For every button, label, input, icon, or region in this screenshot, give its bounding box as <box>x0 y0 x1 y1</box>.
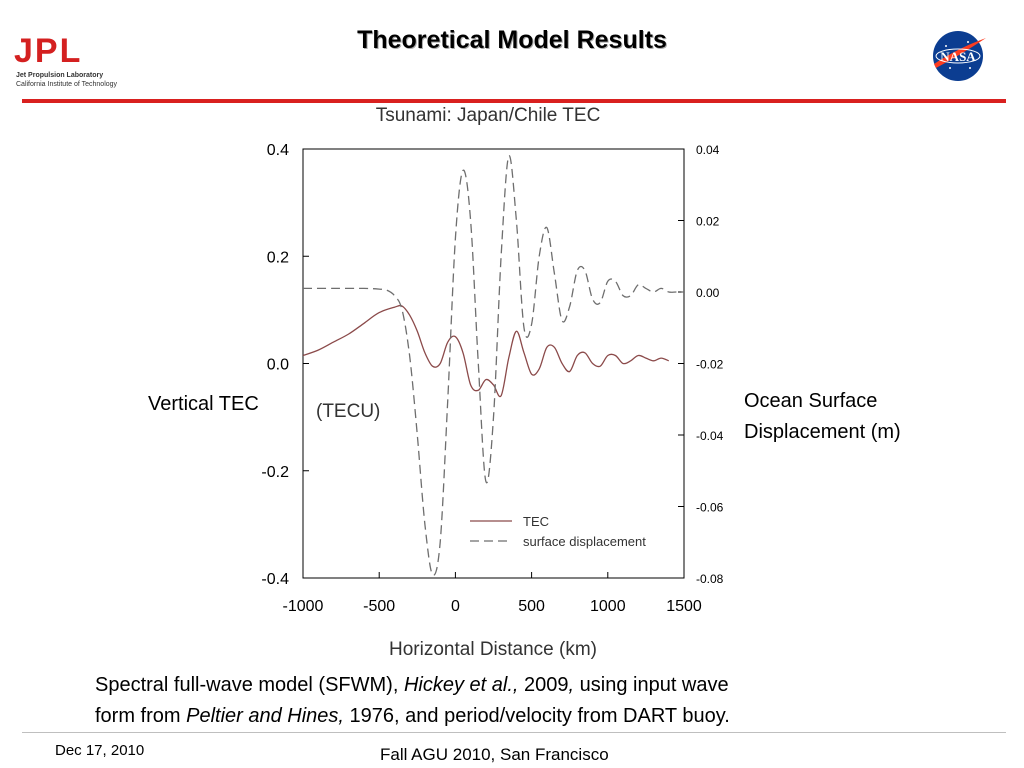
x-tick-label: -500 <box>363 598 395 615</box>
y-left-tick-label: 0.2 <box>267 249 289 266</box>
caption-segment: Hickey et al., <box>403 674 519 696</box>
y-right-tick-label: -0.08 <box>696 572 724 586</box>
nasa-logo-text: NASA <box>940 49 976 64</box>
jpl-logo: JPL Jet Propulsion Laboratory California… <box>14 34 144 94</box>
y-right-tick-label: 0.04 <box>696 143 720 157</box>
x-axis-label: Horizontal Distance (km) <box>389 639 597 660</box>
legend-label: TEC <box>523 514 549 529</box>
caption-segment: using input wave <box>574 674 729 696</box>
header-divider <box>22 99 1006 103</box>
nasa-logo: NASA <box>933 31 986 81</box>
caption: Spectral full-wave model (SFWM), Hickey … <box>95 670 975 732</box>
left-axis-label: Vertical TEC <box>148 389 269 420</box>
y-right-tick-label: 0.02 <box>696 215 720 229</box>
x-tick-label: -1000 <box>283 598 324 615</box>
caption-segment: form from <box>95 705 187 727</box>
x-tick-label: 1000 <box>590 598 626 615</box>
slide-title: Theoretical Model Results <box>357 26 667 54</box>
y-left-tick-label: -0.4 <box>261 571 289 588</box>
caption-segment: Spectral full-wave model (SFWM), <box>95 674 404 696</box>
jpl-logo-letters: JPL <box>14 32 83 70</box>
right-axis-label: Ocean Surface Displacement (m) <box>744 386 901 448</box>
caption-segment: Peltier and Hines, <box>186 705 344 727</box>
footer-event: Fall AGU 2010, San Francisco <box>380 745 609 764</box>
x-tick-label: 0 <box>451 598 460 615</box>
jpl-logo-line2: California Institute of Technology <box>16 81 118 88</box>
caption-line1: Spectral full-wave model (SFWM), Hickey … <box>95 670 975 701</box>
y-right-tick-label: -0.06 <box>696 501 724 515</box>
series-line-surface-displacement <box>302 155 684 576</box>
series-line-TEC <box>302 304 670 398</box>
x-tick-label: 1500 <box>666 598 702 615</box>
y-right-tick-label: -0.04 <box>696 429 724 443</box>
chart-title: Tsunami: Japan/Chile TEC <box>376 105 601 126</box>
y-left-tick-label: -0.2 <box>261 464 289 481</box>
y-right-tick-label: -0.02 <box>696 358 724 372</box>
caption-segment: 2009 <box>518 674 569 696</box>
caption-segment: , <box>568 674 575 696</box>
right-axis-label-line1: Ocean Surface <box>744 390 878 412</box>
legend-label: surface displacement <box>523 534 646 549</box>
footer-divider <box>22 732 1006 733</box>
caption-line2: form from Peltier and Hines, 1976, and p… <box>95 701 975 732</box>
right-axis-label-line2: Displacement (m) <box>744 421 901 443</box>
caption-segment: 1976, and period/velocity from DART buoy… <box>344 705 730 727</box>
left-axis-label-overlay: Vertical TEC <box>148 393 259 415</box>
y-right-tick-label: 0.00 <box>696 286 720 300</box>
y-left-tick-label: 0.0 <box>267 357 289 374</box>
y-left-tick-label: 0.4 <box>267 142 289 159</box>
y-left-axis-label-partial: (TECU) <box>316 401 380 422</box>
jpl-logo-line1: Jet Propulsion Laboratory <box>16 72 104 79</box>
footer-date: Dec 17, 2010 <box>55 742 145 759</box>
x-tick-label: 500 <box>518 598 545 615</box>
